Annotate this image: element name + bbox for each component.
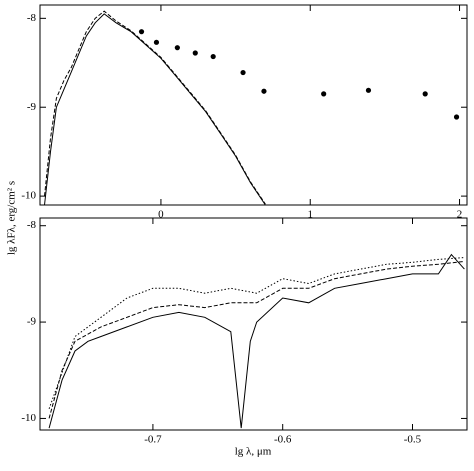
data-point <box>210 53 216 60</box>
panel-frame <box>39 217 468 431</box>
data-point <box>453 114 460 120</box>
y-tick-label: -9 <box>27 316 37 328</box>
plot-area <box>48 253 465 429</box>
data-point <box>365 87 372 93</box>
y-tick-label: -9 <box>27 101 37 113</box>
y-tick-label: -10 <box>21 190 36 202</box>
line-series <box>48 257 465 409</box>
x-tick-label: -0.6 <box>274 434 292 446</box>
data-point <box>174 45 180 51</box>
data-point <box>153 39 160 45</box>
data-point <box>321 91 327 97</box>
x-tick-label: 2 <box>457 209 463 221</box>
plot-area <box>44 10 460 205</box>
x-tick-label: -0.5 <box>404 434 422 446</box>
x-tick-label: 1 <box>307 209 313 221</box>
y-tick-label: -8 <box>27 12 37 24</box>
y-axis-label: lg λFλ, erg/cm² s <box>6 181 18 255</box>
line-series <box>48 253 465 429</box>
line-series <box>48 260 465 419</box>
data-point <box>192 50 198 56</box>
y-tick-label: -8 <box>27 219 37 231</box>
line-series <box>44 10 266 205</box>
data-point <box>240 69 246 76</box>
x-axis-label: lg λ, μm <box>235 446 272 458</box>
line-series <box>44 13 266 205</box>
x-tick-label: 0 <box>158 209 164 221</box>
data-point <box>138 29 145 35</box>
data-point <box>261 88 267 94</box>
y-tick-label: -10 <box>21 412 36 424</box>
panel-frame <box>39 4 468 206</box>
x-tick-label: -0.7 <box>144 434 162 446</box>
data-point <box>422 91 428 97</box>
